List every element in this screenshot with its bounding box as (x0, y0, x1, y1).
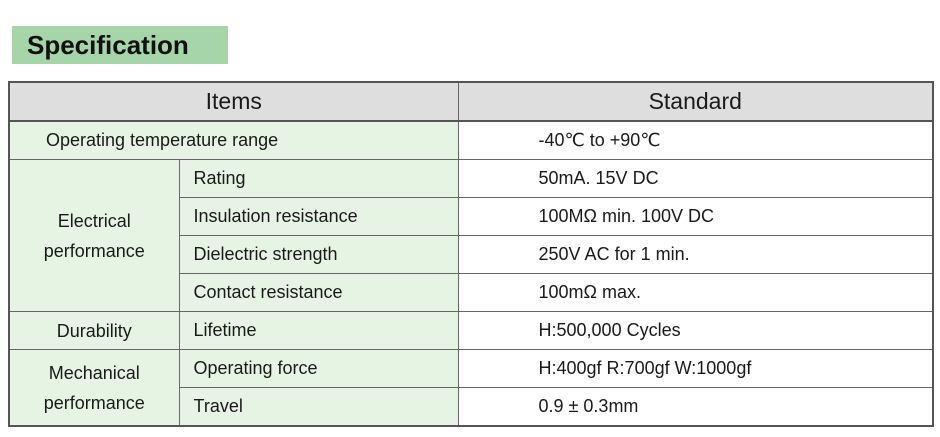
table-row: Operating temperature range -40℃ to +90℃ (8, 120, 934, 160)
category-line: Mechanical (48, 362, 140, 383)
operating-temperature-value: -40℃ to +90℃ (457, 120, 934, 160)
category-line: performance (43, 240, 145, 261)
category-line: performance (43, 392, 145, 413)
specification-table: Items Standard Operating temperature ran… (8, 81, 935, 427)
spec-item: Travel (178, 387, 459, 427)
table-header-row: Items Standard (8, 81, 934, 122)
table-row: Dielectric strength 250V AC for 1 min. (9, 235, 934, 274)
standard-column-header: Standard (457, 81, 934, 122)
table-row: Durability Lifetime H:500,000 Cycles (8, 311, 934, 350)
spec-item: Lifetime (178, 311, 459, 350)
electrical-performance-category: Electrical performance (8, 159, 180, 312)
table-row: Electrical performance Rating 50mA. 15V … (8, 159, 934, 312)
spec-value: H:500,000 Cycles (457, 311, 934, 350)
spec-value: 50mA. 15V DC (457, 159, 934, 198)
spec-item: Contact resistance (178, 273, 459, 312)
spec-value: 0.9 ± 0.3mm (457, 387, 934, 427)
table-row: Insulation resistance 100MΩ min. 100V DC (9, 197, 934, 236)
spec-value: 250V AC for 1 min. (457, 235, 934, 274)
spec-item: Dielectric strength (178, 235, 459, 274)
spec-value: 100mΩ max. (457, 273, 934, 312)
spec-item: Operating force (178, 349, 459, 388)
spec-item: Insulation resistance (178, 197, 459, 236)
spec-value: H:400gf R:700gf W:1000gf (457, 349, 934, 388)
items-column-header: Items (8, 81, 459, 122)
durability-category: Durability (8, 311, 180, 350)
category-line: Electrical (57, 210, 131, 231)
table-row: Travel 0.9 ± 0.3mm (9, 387, 934, 427)
section-heading: Specification (12, 26, 228, 64)
spec-item: Rating (178, 159, 459, 198)
spec-value: 100MΩ min. 100V DC (457, 197, 934, 236)
operating-temperature-label: Operating temperature range (8, 120, 459, 160)
mechanical-performance-category: Mechanical performance (8, 349, 180, 427)
table-row: Contact resistance 100mΩ max. (9, 273, 934, 312)
table-row: Mechanical performance Operating force H… (8, 349, 934, 427)
